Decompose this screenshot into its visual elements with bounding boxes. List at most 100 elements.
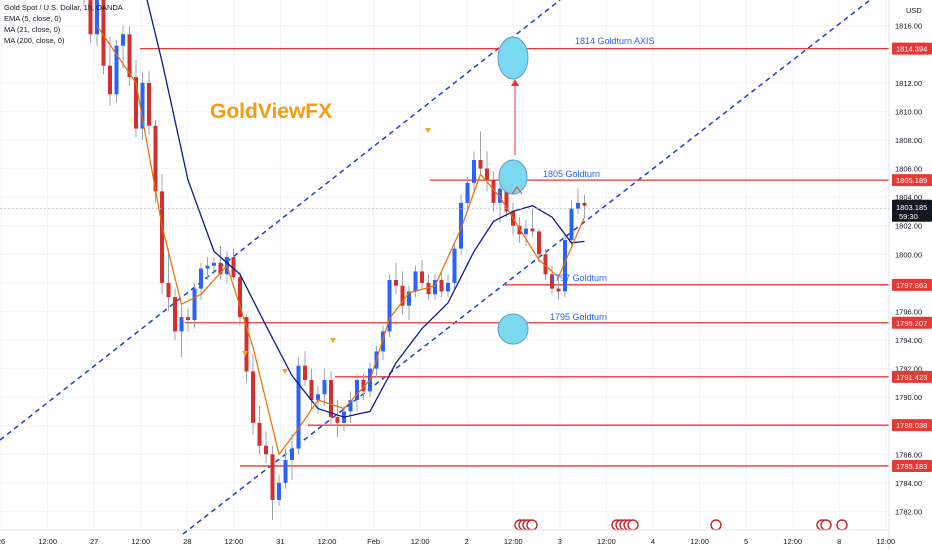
candle-down [309, 380, 314, 400]
candle-down [517, 225, 522, 235]
candle-up [407, 291, 411, 306]
signal-marker [425, 128, 431, 133]
level-price-tag [892, 370, 932, 383]
candle-up [316, 394, 320, 400]
level-price-text: 1805.189 [896, 176, 927, 185]
price-tick-label: 1794.00 [895, 336, 922, 345]
annotation-1814: 1814 Goldturn AXIS [575, 36, 655, 46]
time-tick-label: 12:00 [783, 537, 802, 546]
level-price-text: 1797.863 [896, 281, 927, 290]
signal-marker [282, 369, 288, 374]
level-price-tag [892, 278, 932, 291]
candle-down [257, 422, 262, 446]
candle-up [459, 202, 463, 249]
time-tick-label: 31 [276, 537, 284, 546]
level-price-text: 1788.038 [896, 421, 927, 430]
candle-down [303, 365, 307, 380]
candle-down [439, 280, 444, 292]
candle-up [498, 188, 502, 203]
target-circle [497, 36, 529, 80]
candle-up [472, 160, 476, 183]
time-tick-label: 3 [558, 537, 562, 546]
candle-up [446, 282, 450, 292]
candle-down [485, 168, 489, 180]
candle-up [524, 228, 528, 235]
price-tick-label: 1812.00 [895, 79, 922, 88]
candle-down [394, 280, 398, 286]
current-price-text: 1803.185 [896, 203, 927, 212]
candle-down [108, 65, 112, 95]
event-icon [820, 519, 832, 531]
time-tick-label: 12:00 [411, 537, 430, 546]
event-icon [627, 519, 639, 531]
candle-down [147, 82, 151, 126]
candle-down [270, 454, 275, 500]
legend-ma200: MA (200, close, 0) [4, 36, 65, 45]
ma21-line [146, 0, 585, 418]
candle-down [238, 277, 242, 318]
legend-ma21: MA (21, close, 0) [4, 25, 61, 34]
candle-up [277, 482, 281, 500]
grid [0, 0, 889, 530]
candle-up [452, 248, 457, 283]
candle-down [166, 282, 171, 298]
candle-up [283, 460, 288, 483]
annotation-1795: 1795 Goldturn [550, 312, 608, 322]
time-tick-label: 12:00 [318, 537, 337, 546]
price-tick-label: 1816.00 [895, 22, 922, 31]
signal-marker [330, 338, 336, 343]
candle-up [192, 288, 197, 320]
horizontal-levels [140, 48, 889, 467]
level-price-text: 1791.423 [896, 373, 927, 382]
candle-up [348, 400, 353, 412]
candle-down [160, 191, 164, 283]
price-tick-label: 1804.00 [895, 193, 922, 202]
time-tick-label: 28 [183, 537, 191, 546]
candle-up [465, 182, 470, 203]
candle-up [322, 380, 327, 395]
candle-down [556, 288, 561, 292]
candle-up [290, 448, 294, 460]
candle-down [537, 231, 541, 255]
time-tick-label: 27 [90, 537, 98, 546]
price-tick-label: 1796.00 [895, 307, 922, 316]
candle-down [231, 257, 236, 278]
current-price-tag [892, 199, 932, 222]
candle-up [114, 45, 119, 95]
candle-down [218, 262, 223, 275]
target-circle [498, 159, 528, 195]
price-tick-label: 1784.00 [895, 479, 922, 488]
candle-down [491, 180, 496, 203]
time-tick-label: Feb [367, 537, 380, 546]
candle-down [264, 445, 268, 455]
time-tick-label: 12:00 [597, 537, 616, 546]
moving-averages [96, 0, 586, 456]
price-tick-label: 1790.00 [895, 393, 922, 402]
candle-up [95, 0, 99, 35]
level-price-tag [892, 316, 932, 329]
time-tick-label: 26 [0, 537, 5, 546]
candle-down [153, 125, 158, 192]
price-tick-label: 1808.00 [895, 136, 922, 145]
price-tick-label: 1810.00 [895, 107, 922, 116]
candles [83, 0, 587, 520]
event-icon [526, 519, 538, 531]
time-tick-label: 12:00 [38, 537, 57, 546]
candle-down [173, 297, 177, 332]
candle-down [186, 317, 190, 320]
time-tick-label: 8 [837, 537, 841, 546]
price-tags: 1814.394 1805.189 1797.863 1795.207 1791.423… [0, 42, 932, 472]
candle-down [134, 77, 138, 129]
level-price-tag [892, 459, 932, 472]
price-tick-label: 1786.00 [895, 450, 922, 459]
level-price-tag [892, 42, 932, 55]
candle-down [329, 380, 333, 418]
annotation-1797: 1797 Goldturn [550, 273, 608, 283]
candle-up [433, 280, 437, 295]
level-price-tag [892, 419, 932, 432]
candle-down [244, 317, 249, 372]
time-tick-label: 12:00 [876, 537, 895, 546]
candle-up [121, 34, 125, 46]
